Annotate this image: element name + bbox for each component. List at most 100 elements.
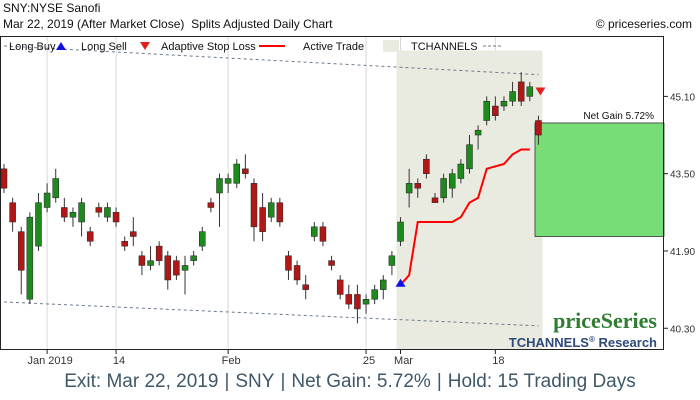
candle-body: [474, 129, 482, 136]
net-gain-text: Net Gain: 5.72%: [291, 371, 431, 392]
legend: Long Buy Long Sell Adaptive Stop Loss Activ…: [9, 40, 503, 53]
candle-body: [354, 294, 361, 310]
y-tick-label: 41.90: [670, 247, 695, 258]
candle-body: [207, 202, 215, 208]
x-tick-label: Mar: [394, 355, 413, 367]
candle-body: [17, 231, 25, 271]
candle-body: [190, 255, 197, 261]
candle-body: [121, 241, 128, 247]
candle-body: [199, 231, 206, 247]
candle-body: [466, 144, 473, 170]
candle-body: [302, 284, 309, 290]
net-gain-box: [534, 122, 665, 237]
chart-title: SNY:NYSE Sanofi: [3, 1, 101, 15]
legend-item-label: TCHANNELS: [411, 41, 478, 53]
legend-item-label: Long Buy: [9, 41, 56, 53]
candle-body: [52, 178, 59, 199]
y-tick-label: 43.50: [670, 170, 695, 181]
brand-research-name: TCHANNELS: [509, 335, 589, 350]
candle-body: [311, 226, 318, 237]
candle-body: [423, 158, 430, 174]
channel-lines: [0, 45, 539, 327]
x-tick-label: 14: [113, 355, 125, 367]
y-tick-label: 40.30: [670, 324, 695, 335]
candle-body: [78, 202, 85, 223]
candle-body: [328, 260, 335, 266]
candle-body: [130, 231, 137, 237]
candle-body: [500, 100, 508, 107]
candle-body: [69, 212, 77, 218]
candle-body: [336, 279, 344, 295]
candle-body: [216, 178, 223, 194]
candle-body: [181, 265, 189, 271]
candles: [0, 72, 542, 324]
candle-body: [35, 202, 42, 247]
brand-name: priceSeries: [553, 308, 657, 333]
y-tick-label: 45.10: [670, 92, 695, 103]
candle-body: [138, 255, 146, 266]
candle-body: [483, 100, 490, 121]
tchannel-lower-line: [0, 301, 539, 327]
long-buy-marker: [395, 278, 406, 287]
candle-body: [431, 197, 439, 203]
candle-body: [345, 294, 353, 305]
candle-body: [147, 260, 154, 266]
hold-days-text: Hold: 15 Trading Days: [447, 371, 636, 392]
beige-box-icon: [383, 40, 399, 52]
candle-body: [319, 226, 327, 242]
copyright-text: © priceseries.com: [595, 17, 692, 31]
candle-body: [397, 221, 404, 242]
candle-body: [224, 178, 232, 184]
candle-body: [26, 216, 34, 300]
candle-body: [61, 207, 68, 218]
x-tick-label: 18: [492, 355, 504, 367]
brand-research-suffix: Research: [595, 335, 657, 350]
candle-body: [276, 202, 284, 223]
candle-body: [267, 202, 275, 218]
symbol-text: SNY: [235, 371, 275, 392]
candle-body: [405, 183, 413, 194]
candle-body: [526, 86, 534, 97]
price-chart: Net Gain 5.72% 40.30 41.90 43.50 45.10 Jan 20…: [0, 36, 695, 367]
candle-body: [285, 255, 292, 271]
x-tick-label: Feb: [222, 355, 241, 367]
candle-body: [112, 212, 120, 223]
candle-body: [0, 168, 8, 189]
legend-item-label: Adaptive Stop Loss: [161, 41, 256, 53]
candle-body: [155, 245, 163, 261]
chart-subtitle: Mar 22, 2019 (After Market Close) Splits…: [3, 17, 333, 31]
exit-date-text: Exit: Mar 22, 2019: [64, 371, 219, 392]
candle-body: [362, 299, 370, 305]
net-gain-label: Net Gain 5.72%: [583, 111, 654, 122]
candle-body: [173, 260, 180, 276]
candle-body: [371, 289, 378, 300]
legend-item-label: Active Trade: [303, 41, 364, 53]
candle-body: [457, 163, 465, 179]
candle-body: [233, 163, 240, 184]
x-tick-label: Jan 2019: [27, 355, 72, 367]
red-down-triangle-icon: [140, 42, 150, 50]
tchannel-upper-line: [0, 45, 539, 76]
candle-body: [388, 255, 396, 266]
candle-body: [380, 279, 387, 290]
plot-frame: [0, 36, 664, 350]
candle-body: [293, 265, 301, 281]
candle-body: [104, 207, 111, 218]
candle-body: [440, 178, 447, 199]
candle-body: [414, 183, 422, 189]
long-sell-marker: [535, 87, 546, 96]
candle-body: [242, 168, 249, 174]
candle-body: [535, 120, 542, 136]
trade-summary-footer: Exit: Mar 22, 2019 | SNY | Net Gain: 5.72% | H…: [64, 371, 636, 392]
x-tick-label: 25: [363, 355, 375, 367]
candle-body: [250, 183, 258, 228]
brand-research-label: TCHANNELS® Research: [509, 335, 657, 350]
candle-body: [509, 91, 516, 102]
candle-body: [259, 207, 266, 232]
candle-body: [86, 231, 94, 242]
candle-body: [448, 173, 456, 189]
candle-body: [95, 207, 103, 213]
candle-body: [492, 105, 499, 116]
legend-item-label: Long Sell: [81, 41, 127, 53]
registered-mark: ®: [589, 335, 595, 344]
